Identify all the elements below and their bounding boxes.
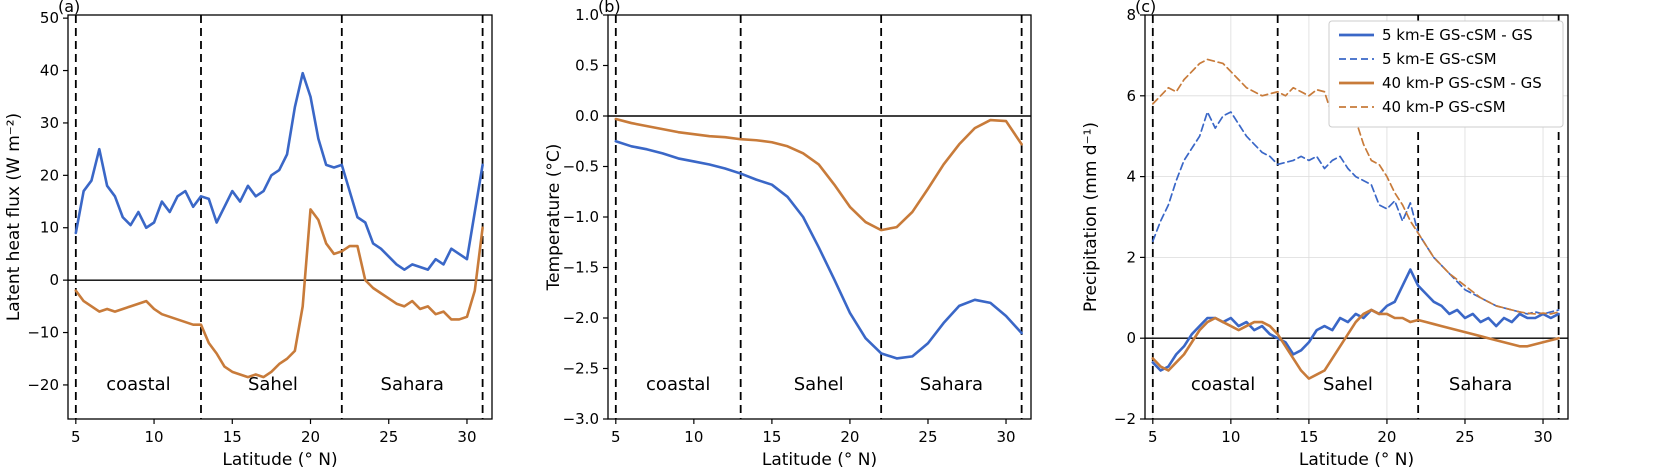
- x-tick-label: 20: [1377, 428, 1396, 446]
- region-label: coastal: [646, 374, 710, 395]
- series-line-1: [74, 208, 484, 379]
- region-label: Sahara: [381, 374, 444, 395]
- y-tick-label: 2: [1126, 248, 1136, 266]
- y-tick-label: −2.5: [563, 360, 599, 378]
- x-tick-label: 15: [1299, 428, 1318, 446]
- legend-label: 40 km-P GS-cSM: [1382, 98, 1506, 116]
- y-tick-label: 0.0: [575, 107, 599, 125]
- panel-label: (c): [1135, 0, 1156, 16]
- y-tick-label: −2: [1114, 410, 1136, 428]
- series-line-0: [614, 139, 1023, 360]
- series-line-2: [1151, 308, 1560, 380]
- region-label: coastal: [106, 374, 170, 395]
- x-tick-label: 10: [1221, 428, 1240, 446]
- x-tick-label: 5: [611, 428, 621, 446]
- y-tick-label: 10: [40, 219, 59, 237]
- series-line-1: [1151, 111, 1560, 315]
- y-axis-label: Temperature (°C): [544, 144, 564, 292]
- x-tick-label: 25: [918, 428, 937, 446]
- panel-a: 5 10 15 20 25 30 50 40 30 20 10 0 −10 −20 Latitude (° …: [4, 0, 493, 470]
- x-axis-label: Latitude (° N): [762, 450, 877, 470]
- y-tick-label: 40: [40, 62, 59, 80]
- x-tick-label: 25: [379, 428, 398, 446]
- panel-label: (a): [58, 0, 80, 16]
- legend-label: 5 km-E GS-cSM - GS: [1382, 26, 1533, 44]
- y-tick-label: 0: [1126, 329, 1136, 347]
- y-tick-label: 0.5: [575, 57, 599, 75]
- x-tick-label: 5: [1148, 428, 1158, 446]
- y-tick-label: 6: [1126, 87, 1136, 105]
- y-axis-label: Precipitation (mm d⁻¹): [1081, 122, 1101, 312]
- x-tick-label: 10: [684, 428, 703, 446]
- panel-b: 5 10 15 20 25 30 1.0 0.5 0.0 −0.5 −1.0 −1.5 −2.0 −2.5…: [544, 0, 1032, 470]
- series-line-0: [74, 71, 484, 271]
- legend-label: 5 km-E GS-cSM: [1382, 50, 1497, 68]
- x-tick-label: 30: [996, 428, 1015, 446]
- y-tick-label: −1.0: [563, 208, 599, 226]
- region-label: Sahara: [1449, 374, 1512, 395]
- y-tick-label: −1.5: [563, 259, 599, 277]
- y-axis-label: Latent heat flux (W m⁻²): [4, 113, 24, 321]
- region-label: Sahara: [920, 374, 983, 395]
- x-tick-label: 15: [223, 428, 242, 446]
- x-tick-label: 20: [840, 428, 859, 446]
- y-tick-label: 4: [1126, 168, 1136, 186]
- legend-label: 40 km-P GS-cSM - GS: [1382, 74, 1542, 92]
- y-tick-label: −20: [27, 376, 59, 394]
- y-tick-label: 20: [40, 166, 59, 184]
- x-tick-label: 15: [762, 428, 781, 446]
- axes-frame: [607, 14, 1032, 420]
- region-label: Sahel: [248, 374, 298, 395]
- axes-frame: [67, 14, 493, 420]
- region-label: coastal: [1191, 374, 1255, 395]
- x-axis-label: Latitude (° N): [222, 450, 337, 470]
- x-tick-label: 30: [1533, 428, 1552, 446]
- y-tick-label: −2.0: [563, 309, 599, 327]
- y-tick-label: 30: [40, 114, 59, 132]
- axes-frame: [1144, 14, 1569, 420]
- panel-label: (b): [598, 0, 621, 16]
- y-tick-label: 8: [1126, 6, 1136, 24]
- region-label: Sahel: [1323, 374, 1373, 395]
- x-tick-label: 10: [145, 428, 164, 446]
- y-tick-label: 1.0: [575, 6, 599, 24]
- y-tick-label: 50: [40, 9, 59, 27]
- y-tick-label: −0.5: [563, 158, 599, 176]
- y-tick-label: 0: [49, 271, 59, 289]
- x-tick-label: 30: [457, 428, 476, 446]
- region-label: Sahel: [794, 374, 844, 395]
- x-tick-label: 5: [71, 428, 81, 446]
- x-axis-label: Latitude (° N): [1299, 450, 1414, 470]
- series-line-1: [614, 117, 1023, 232]
- x-tick-label: 20: [301, 428, 320, 446]
- x-tick-label: 25: [1455, 428, 1474, 446]
- y-tick-label: −3.0: [563, 410, 599, 428]
- legend-box: [1328, 20, 1564, 128]
- y-tick-label: −10: [27, 324, 59, 342]
